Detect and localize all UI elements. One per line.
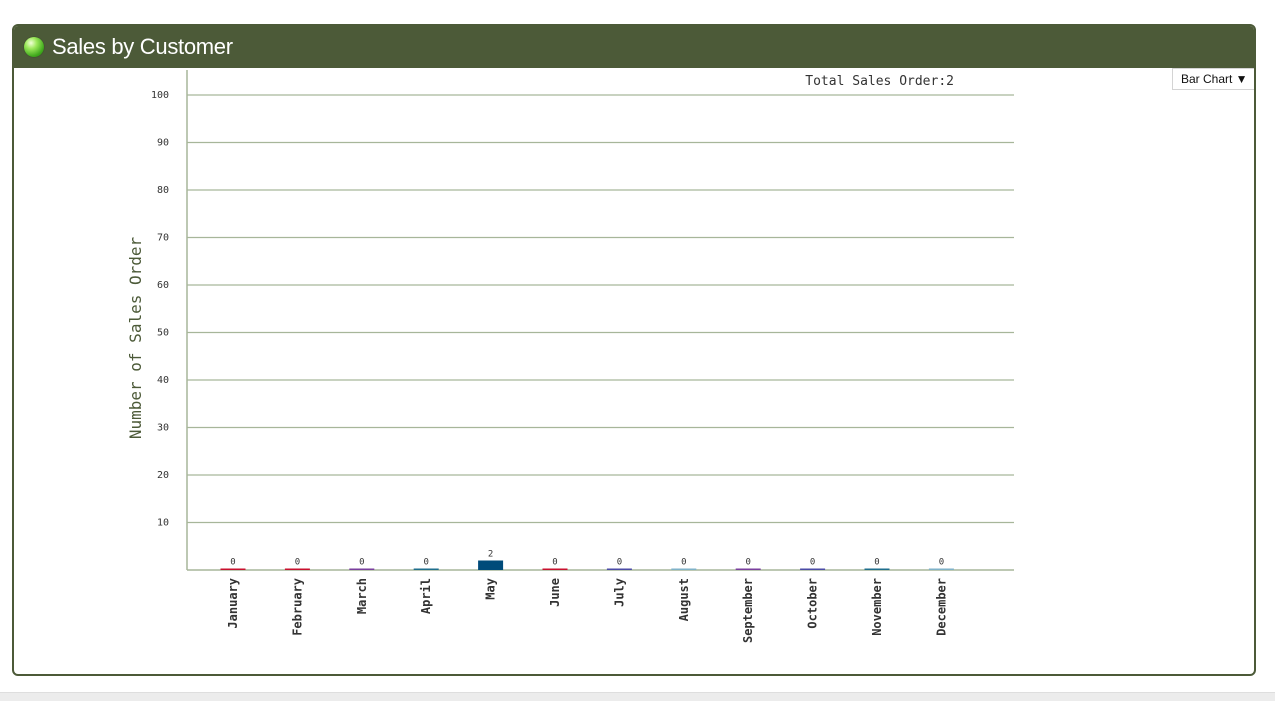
data-label: 0 xyxy=(552,558,557,568)
x-tick-label: January xyxy=(226,578,240,629)
x-tick-label: May xyxy=(484,578,498,600)
data-label: 0 xyxy=(617,558,622,568)
total-sales-annotation: Total Sales Order:2 xyxy=(805,74,954,89)
bar-august xyxy=(671,568,697,570)
bar-july xyxy=(606,568,632,570)
bar-september xyxy=(735,568,761,570)
bar-december xyxy=(928,568,954,570)
y-tick-label: 100 xyxy=(151,90,169,101)
data-label: 0 xyxy=(681,558,686,568)
data-label: 0 xyxy=(359,558,364,568)
panel-title: Sales by Customer xyxy=(52,34,233,59)
sales-by-customer-panel: Sales by Customer Bar Chart ▼ 10 20 30 40 50… xyxy=(12,24,1256,676)
y-tick-label: 80 xyxy=(157,185,169,196)
bar-february xyxy=(284,568,310,570)
bar-january xyxy=(220,568,246,570)
panel-header: Sales by Customer xyxy=(14,26,1254,68)
data-label: 0 xyxy=(745,558,750,568)
x-tick-label: September xyxy=(741,578,755,643)
data-label: 0 xyxy=(874,558,879,568)
bar-november xyxy=(864,568,890,570)
x-tick-label: July xyxy=(612,578,626,607)
bar-october xyxy=(800,568,826,570)
data-label: 2 xyxy=(488,550,493,560)
y-tick-label: 70 xyxy=(157,233,169,244)
bar-june xyxy=(542,568,568,570)
data-label: 0 xyxy=(295,558,300,568)
x-tick-label: March xyxy=(355,578,369,614)
status-indicator-icon xyxy=(24,37,44,57)
data-label: 0 xyxy=(810,558,815,568)
y-tick-label: 50 xyxy=(157,328,169,339)
x-tick-label: October xyxy=(806,578,820,629)
chart-type-dropdown[interactable]: Bar Chart ▼ xyxy=(1172,68,1254,90)
x-tick-label: November xyxy=(870,578,884,636)
y-tick-label: 90 xyxy=(157,138,169,149)
x-tick-label: February xyxy=(290,578,304,636)
bar-may xyxy=(478,560,504,570)
x-tick-label: December xyxy=(934,578,948,636)
y-tick-label: 10 xyxy=(157,518,169,529)
bar-april xyxy=(413,568,439,570)
data-label: 0 xyxy=(423,558,428,568)
x-tick-label: August xyxy=(677,578,691,621)
y-axis-label: Number of Sales Order xyxy=(126,236,145,439)
x-tick-label: June xyxy=(548,578,562,607)
y-tick-label: 40 xyxy=(157,375,169,386)
bar-march xyxy=(349,568,375,570)
y-tick-label: 60 xyxy=(157,280,169,291)
page-bottom-strip xyxy=(0,692,1275,701)
data-label: 0 xyxy=(939,558,944,568)
y-tick-label: 20 xyxy=(157,470,169,481)
data-label: 0 xyxy=(230,558,235,568)
x-tick-label: April xyxy=(419,578,433,614)
y-tick-label: 30 xyxy=(157,423,169,434)
